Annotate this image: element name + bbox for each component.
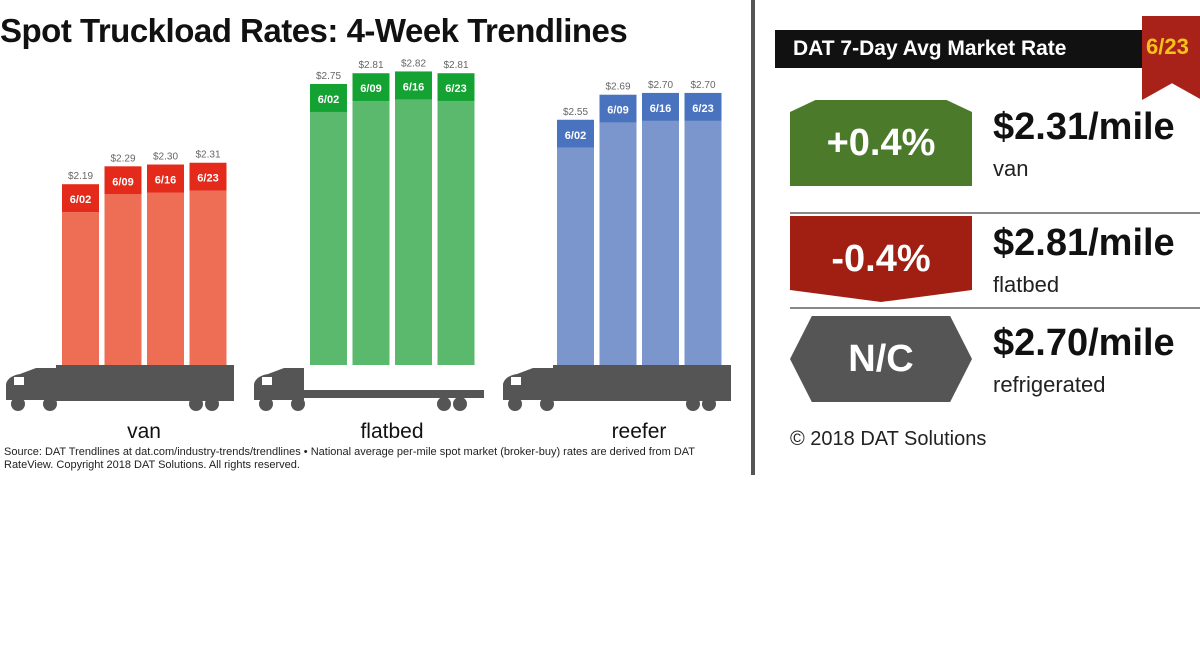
- bar-flatbed-1: [352, 101, 390, 365]
- value-label: $2.31: [195, 150, 220, 161]
- value-label: $2.55: [563, 107, 588, 118]
- value-label: $2.70: [690, 80, 715, 91]
- truck-icon: [6, 365, 234, 411]
- bar-van-0: [62, 212, 99, 365]
- bar-reefer-0: [557, 147, 594, 365]
- bar-cap: [395, 71, 432, 100]
- rate-type: refrigerated: [993, 372, 1106, 397]
- bar-reefer-3: [684, 120, 722, 365]
- bar-cap: [557, 119, 594, 148]
- date-label: 6/23: [445, 83, 466, 95]
- bar-cap: [599, 94, 637, 123]
- bar-flatbed-0: [310, 111, 347, 365]
- change-badge: +0.4%: [790, 100, 972, 186]
- value-label: $2.29: [110, 153, 135, 164]
- truck-icon: [254, 368, 484, 411]
- value-label: $2.30: [153, 152, 178, 163]
- copyright: © 2018 DAT Solutions: [790, 428, 987, 450]
- bar-reefer-1: [599, 122, 637, 366]
- bar-van-2: [147, 192, 184, 365]
- rate-row-flatbed: -0.4% $2.81/mile flatbed: [790, 216, 1200, 304]
- date-label: 6/16: [155, 175, 176, 187]
- value-label: $2.81: [358, 60, 383, 71]
- divider: [790, 212, 1200, 214]
- rate-value: $2.81/mile: [993, 222, 1175, 264]
- category-label: van: [127, 420, 161, 443]
- bar-van-1: [104, 194, 142, 365]
- bar-cap: [684, 92, 722, 121]
- date-label: 6/09: [360, 83, 381, 95]
- source-note: Source: DAT Trendlines at dat.com/indust…: [4, 446, 695, 471]
- value-label: $2.75: [316, 71, 341, 82]
- bar-cap: [310, 83, 347, 112]
- bar-cap: [189, 162, 227, 191]
- bar-flatbed-2: [395, 99, 432, 365]
- rate-value: $2.31/mile: [993, 106, 1175, 148]
- rate-type: van: [993, 156, 1029, 181]
- value-label: $2.69: [605, 82, 630, 93]
- bar-cap: [62, 184, 99, 213]
- value-label: $2.70: [648, 80, 673, 91]
- bar-cap: [352, 73, 390, 102]
- change-badge: N/C: [790, 316, 972, 402]
- value-label: $2.81: [443, 60, 468, 71]
- date-label: 6/02: [318, 94, 339, 106]
- rate-row-van: +0.4% $2.31/mile van: [790, 100, 1200, 188]
- date-label: 6/23: [1146, 34, 1189, 59]
- bar-cap: [147, 164, 184, 193]
- date-label: 6/23: [692, 103, 713, 115]
- bar-cap: [104, 166, 142, 195]
- value-label: $2.82: [401, 58, 426, 69]
- date-label: 6/23: [197, 173, 218, 185]
- date-label: 6/09: [607, 105, 628, 117]
- bar-van-3: [189, 190, 227, 365]
- rate-value: $2.70/mile: [993, 322, 1175, 364]
- value-label: $2.19: [68, 171, 93, 182]
- rate-type: flatbed: [993, 272, 1060, 297]
- bar-chart: 6/02 $2.19 6/09 $2.29 6/16 $2.30 6/23 $2.31 van 6…: [6, 58, 731, 443]
- divider: [790, 307, 1200, 309]
- bar-flatbed-3: [437, 101, 475, 365]
- truck-icon: [503, 365, 731, 411]
- date-label: 6/16: [403, 81, 424, 93]
- date-label: 6/09: [112, 176, 133, 188]
- date-label: 6/02: [70, 194, 91, 206]
- bar-reefer-2: [642, 120, 679, 365]
- change-badge: -0.4%: [790, 216, 972, 302]
- divider: [751, 0, 755, 475]
- chart-title: Spot Truckload Rates: 4-Week Trendlines: [0, 12, 628, 49]
- date-ribbon: 6/23: [1142, 16, 1200, 100]
- date-label: 6/16: [650, 103, 671, 115]
- date-label: 6/02: [565, 130, 586, 142]
- panel-header: DAT 7-Day Avg Market Rate: [775, 30, 1200, 68]
- bar-cap: [642, 92, 679, 121]
- category-label: reefer: [612, 420, 667, 443]
- bar-cap: [437, 73, 475, 102]
- rate-row-reefer: N/C $2.70/mile refrigerated: [790, 316, 1200, 404]
- category-label: flatbed: [360, 420, 423, 443]
